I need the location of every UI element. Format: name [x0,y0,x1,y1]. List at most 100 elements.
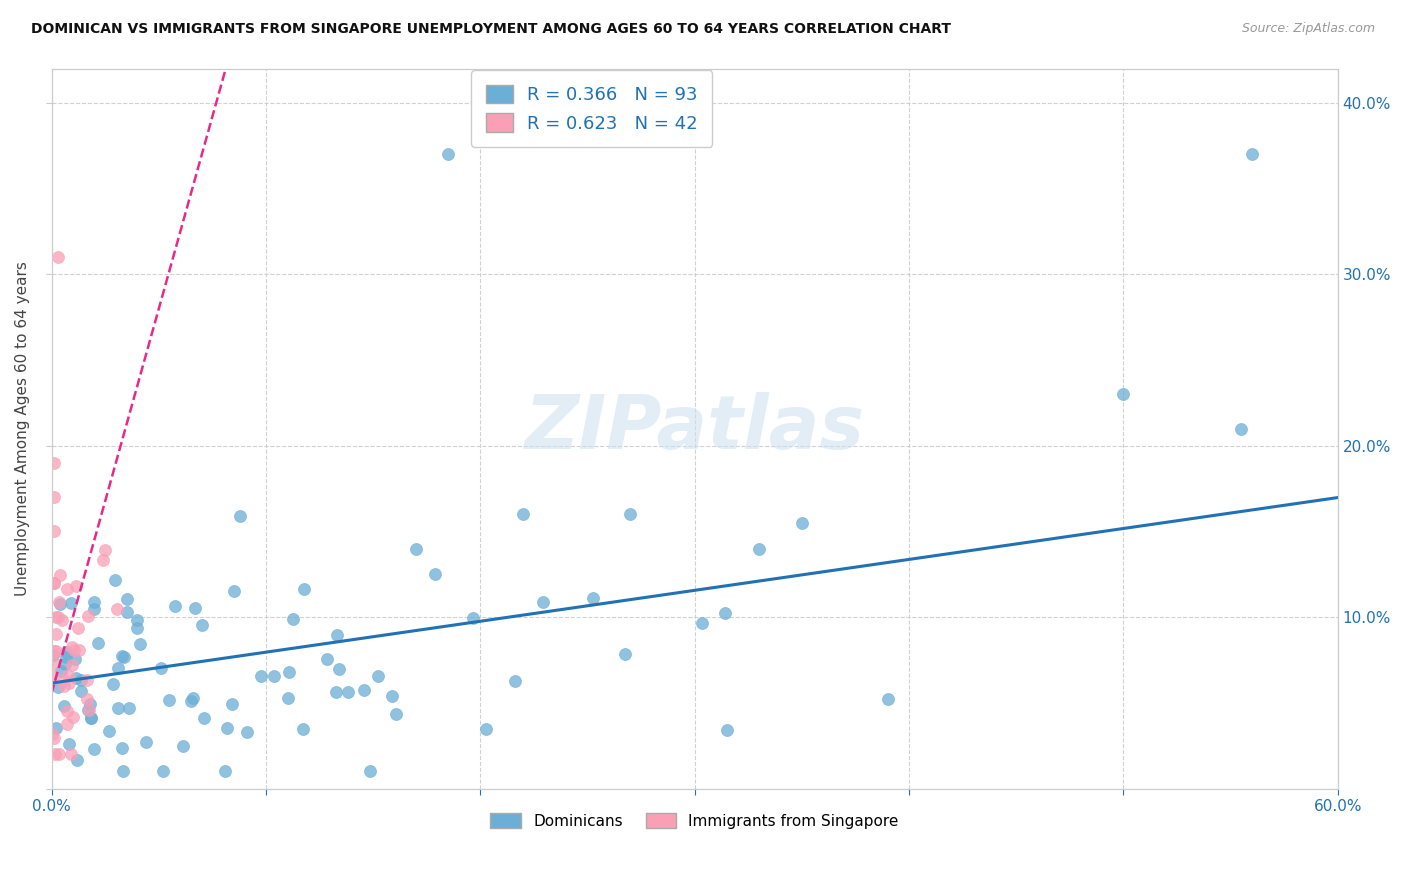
Point [152,764,174,779]
Point [46,610,69,624]
Point [45,627,67,641]
Point [58,675,80,690]
Point [326,628,349,642]
Point [56,717,79,731]
Point [55,644,77,658]
Point [193,710,215,724]
Point [69,673,91,688]
Point [67,621,90,635]
Point [65,651,87,665]
Point [58,737,80,751]
Point [127,613,149,627]
Point [117,605,139,619]
Point [716,723,738,738]
Point [250,668,273,682]
Point [60,640,83,655]
Point [582,591,605,605]
Point [63,642,86,657]
Point [42,575,65,590]
Point [217,721,239,735]
Point [614,648,637,662]
Point [359,764,381,779]
Point [110,741,132,756]
Point [76,692,98,706]
Point [181,691,204,706]
Point [876,691,898,706]
Point [53,679,76,693]
Point [172,739,194,753]
Point [58,667,80,681]
Point [60,596,83,610]
Point [1112,387,1135,401]
Point [79,698,101,712]
Point [83,602,105,616]
Point [325,685,347,699]
Point [475,723,498,737]
Point [316,652,339,666]
Point [41,669,63,683]
Point [52,673,75,688]
Point [180,693,202,707]
Point [353,683,375,698]
Point [503,674,526,689]
Legend: Dominicans, Immigrants from Singapore: Dominicans, Immigrants from Singapore [484,806,905,835]
Point [48,595,70,609]
Point [65,579,87,593]
Point [91,553,114,567]
Point [790,516,813,530]
Point [67,643,90,657]
Point [56,704,79,718]
Point [184,600,207,615]
Point [56,582,79,596]
Point [214,764,236,779]
Point [42,731,65,746]
Text: DOMINICAN VS IMMIGRANTS FROM SINGAPORE UNEMPLOYMENT AMONG AGES 60 TO 64 YEARS CO: DOMINICAN VS IMMIGRANTS FROM SINGAPORE U… [31,22,950,37]
Point [1230,421,1253,435]
Point [53,657,76,672]
Y-axis label: Unemployment Among Ages 60 to 64 years: Unemployment Among Ages 60 to 64 years [15,261,30,596]
Point [41,648,63,662]
Point [105,601,128,615]
Point [62,709,84,723]
Point [277,691,299,706]
Point [236,725,259,739]
Point [221,697,243,711]
Point [619,507,641,521]
Point [45,644,67,658]
Point [110,649,132,664]
Point [125,621,148,635]
Point [42,456,65,470]
Point [79,711,101,725]
Point [367,669,389,683]
Point [149,661,172,675]
Point [128,636,150,650]
Point [163,599,186,613]
Point [112,764,135,779]
Point [45,721,67,735]
Point [51,613,73,627]
Point [94,543,117,558]
Point [690,616,713,631]
Point [76,673,98,688]
Point [66,754,89,768]
Point [423,566,446,581]
Point [117,591,139,606]
Point [80,711,103,725]
Point [60,658,83,673]
Point [76,702,98,716]
Point [79,702,101,716]
Point [191,618,214,632]
Point [65,671,87,685]
Point [292,722,315,736]
Point [118,701,141,715]
Point [83,595,105,609]
Point [104,573,127,587]
Point [281,612,304,626]
Point [222,583,245,598]
Point [46,250,69,264]
Point [49,665,72,679]
Point [1240,147,1263,161]
Point [77,609,100,624]
Point [381,689,404,703]
Point [278,665,301,680]
